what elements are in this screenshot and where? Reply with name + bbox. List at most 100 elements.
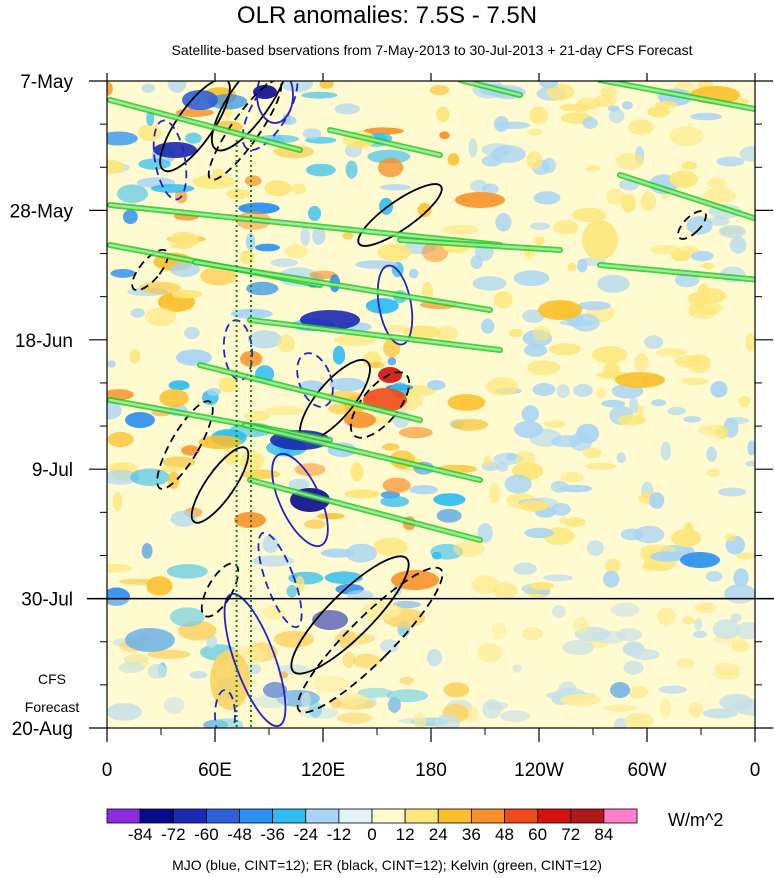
anomaly-patch bbox=[633, 525, 665, 544]
anomaly-patch bbox=[383, 338, 401, 358]
anomaly-patch bbox=[658, 685, 687, 694]
anomaly-patch bbox=[718, 224, 747, 239]
anomaly-patch bbox=[447, 153, 460, 166]
anomaly-patch bbox=[408, 268, 419, 279]
anomaly-patch bbox=[146, 111, 155, 126]
anomaly-patch bbox=[688, 702, 703, 718]
anomaly-patch bbox=[628, 685, 649, 699]
er-contour bbox=[296, 566, 444, 714]
kelvin-contour-inner bbox=[108, 98, 302, 152]
colorbar-swatch bbox=[404, 808, 439, 824]
anomaly-patch bbox=[564, 517, 586, 528]
strong-anomaly bbox=[680, 552, 720, 568]
anomaly-patch bbox=[312, 227, 326, 245]
anomaly-patch bbox=[367, 149, 411, 164]
er-contour bbox=[156, 400, 214, 490]
er-contour bbox=[349, 371, 411, 439]
x-tick-label: 120E bbox=[301, 760, 345, 781]
anomaly-patch bbox=[703, 187, 736, 204]
er-contour bbox=[677, 210, 707, 240]
anomaly-patch bbox=[551, 605, 566, 618]
er-contour bbox=[290, 555, 410, 675]
anomaly-patch bbox=[606, 188, 625, 205]
anomaly-patch bbox=[107, 470, 140, 485]
colorbar-swatch bbox=[603, 808, 638, 824]
y-tick-label: 28-May bbox=[10, 201, 74, 222]
anomaly-patch bbox=[110, 269, 136, 278]
kelvin-contour-inner bbox=[599, 81, 755, 111]
anomaly-patch bbox=[380, 495, 410, 508]
colorbar-swatch bbox=[305, 808, 340, 824]
anomaly-patch bbox=[647, 106, 671, 118]
anomaly-patch bbox=[346, 590, 374, 601]
colorbar-label: -60 bbox=[194, 825, 219, 844]
anomaly-patch bbox=[514, 451, 536, 465]
anomaly-patch bbox=[382, 443, 400, 451]
anomaly-patch bbox=[656, 607, 676, 626]
anomaly-patch bbox=[506, 453, 517, 461]
anomaly-patch bbox=[688, 304, 718, 320]
anomaly-patch bbox=[363, 127, 404, 135]
anomaly-patch bbox=[434, 714, 460, 728]
anomaly-patch bbox=[735, 622, 755, 640]
anomaly-patch bbox=[122, 209, 138, 225]
anomaly-patch bbox=[551, 435, 582, 448]
anomaly-patch bbox=[286, 584, 298, 598]
anomaly-patch bbox=[526, 151, 543, 170]
anomaly-patch bbox=[308, 701, 323, 718]
anomaly-patch bbox=[680, 377, 708, 386]
anomaly-patch bbox=[553, 220, 579, 235]
anomaly-patch bbox=[118, 578, 161, 585]
colorbar-swatch bbox=[437, 808, 472, 824]
anomaly-patch bbox=[168, 231, 199, 250]
anomaly-patch bbox=[112, 491, 123, 511]
strong-anomaly bbox=[210, 650, 250, 710]
x-tick-label: 60W bbox=[627, 760, 666, 781]
mjo-contour bbox=[296, 352, 334, 408]
anomaly-patch bbox=[706, 446, 717, 462]
anomaly-patch bbox=[264, 406, 305, 416]
anomaly-patch bbox=[573, 616, 589, 634]
anomaly-patch bbox=[147, 663, 167, 679]
x-tick-label: 60E bbox=[198, 760, 232, 781]
anomaly-patch bbox=[650, 551, 686, 562]
anomaly-patch bbox=[623, 660, 644, 675]
anomaly-patch bbox=[694, 602, 717, 614]
colorbar-swatch bbox=[371, 808, 406, 824]
anomaly-patch bbox=[676, 658, 695, 669]
anomaly-patch bbox=[107, 81, 113, 96]
anomaly-patch bbox=[559, 484, 593, 493]
anomaly-patch bbox=[628, 119, 654, 136]
anomaly-patch bbox=[708, 216, 730, 226]
y-tick-label: 30-Jul bbox=[21, 590, 73, 611]
anomaly-patch bbox=[181, 445, 200, 456]
anomaly-patch bbox=[538, 81, 559, 89]
colorbar-label: 12 bbox=[396, 825, 415, 844]
anomaly-patch bbox=[642, 562, 661, 571]
chart-subtitle: Satellite-based bservations from 7-May-2… bbox=[171, 42, 693, 58]
colorbar-swatch bbox=[470, 808, 505, 824]
anomaly-patch bbox=[184, 132, 202, 144]
anomaly-patch bbox=[382, 477, 411, 493]
anomaly-patch bbox=[238, 202, 280, 215]
colorbar-label: 0 bbox=[367, 825, 376, 844]
anomaly-patch bbox=[716, 156, 745, 167]
er-contour bbox=[210, 81, 290, 152]
anomaly-patch bbox=[600, 86, 617, 98]
anomaly-patch bbox=[319, 81, 334, 89]
anomaly-patch bbox=[316, 513, 345, 520]
anomaly-patch bbox=[583, 447, 602, 459]
anomaly-patch bbox=[339, 693, 369, 706]
colorbar-label: -84 bbox=[128, 825, 153, 844]
anomaly-patch bbox=[712, 619, 740, 640]
anomaly-patch bbox=[342, 231, 354, 240]
anomaly-patch bbox=[529, 106, 548, 125]
anomaly-patch bbox=[168, 380, 190, 391]
strong-anomaly bbox=[253, 85, 277, 99]
anomaly-patch bbox=[585, 165, 601, 173]
anomaly-patch bbox=[577, 301, 612, 311]
anomaly-patch bbox=[482, 699, 502, 719]
anomaly-patch bbox=[481, 318, 495, 334]
strong-anomaly bbox=[615, 372, 665, 388]
